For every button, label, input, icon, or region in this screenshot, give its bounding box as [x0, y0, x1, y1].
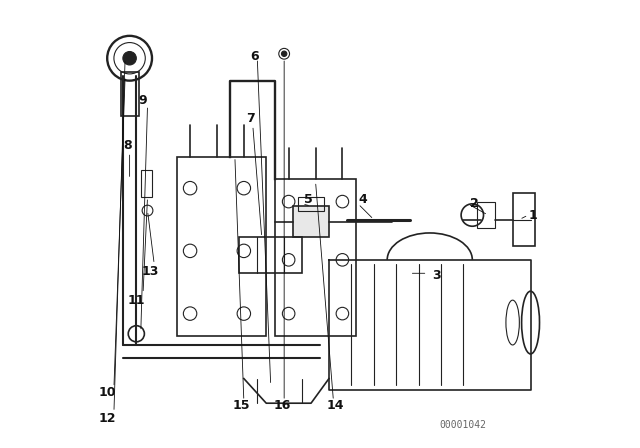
- Text: 1: 1: [529, 208, 537, 222]
- Bar: [121, 72, 139, 116]
- Text: 2: 2: [470, 197, 479, 211]
- Bar: [293, 206, 329, 237]
- Text: 16: 16: [273, 399, 291, 412]
- Text: 8: 8: [123, 139, 132, 152]
- Circle shape: [123, 52, 136, 65]
- Text: 11: 11: [127, 293, 145, 307]
- Text: 3: 3: [432, 269, 441, 282]
- Text: 5: 5: [305, 193, 313, 206]
- Text: 4: 4: [358, 193, 367, 206]
- Text: 00001042: 00001042: [440, 420, 487, 430]
- Text: 7: 7: [246, 112, 255, 125]
- Bar: [177, 157, 266, 336]
- Bar: [239, 237, 302, 273]
- Text: 12: 12: [99, 412, 116, 426]
- Text: 6: 6: [251, 49, 259, 63]
- Circle shape: [282, 51, 287, 56]
- Text: 9: 9: [139, 94, 147, 108]
- Text: 15: 15: [233, 399, 250, 412]
- Bar: [141, 170, 152, 197]
- Bar: [298, 197, 324, 211]
- Bar: [477, 202, 495, 228]
- Text: 10: 10: [99, 385, 116, 399]
- Text: 14: 14: [327, 399, 344, 412]
- Bar: [275, 179, 356, 336]
- Text: 13: 13: [141, 264, 159, 278]
- Bar: [513, 193, 535, 246]
